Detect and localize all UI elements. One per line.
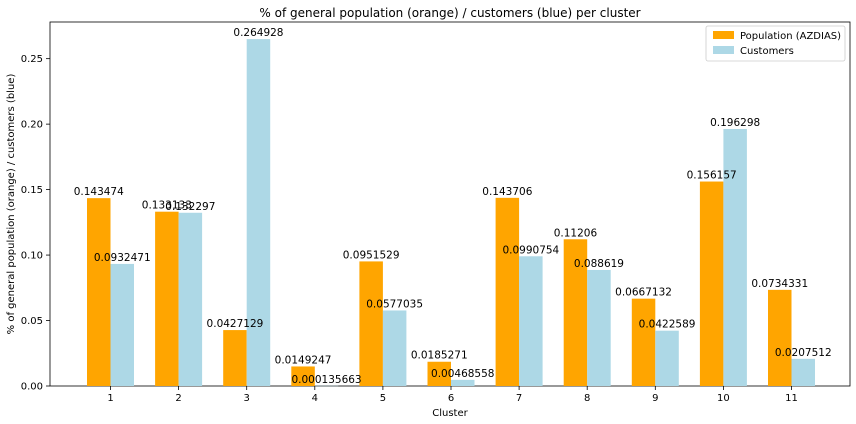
- data-label-customers: 0.196298: [710, 117, 760, 129]
- data-label-customers: 0.0577035: [366, 298, 423, 310]
- bar-customers: [110, 263, 134, 386]
- x-tick-label: 3: [244, 393, 250, 404]
- data-label-population: 0.0185271: [411, 350, 468, 362]
- bar-customers: [587, 269, 611, 386]
- data-label-population: 0.11206: [554, 227, 598, 239]
- data-label-customers: 0.0990754: [502, 244, 559, 256]
- bar-labels: 0.143474 0.133133 0.0427129 0.0149247 0.0951…: [74, 27, 832, 386]
- bars: [87, 39, 815, 387]
- legend-swatch-customers: [713, 46, 734, 54]
- y-tick-label: 0.00: [21, 382, 43, 393]
- x-tick-label: 8: [584, 393, 590, 404]
- bar-customers: [791, 358, 815, 386]
- legend: Population (AZDIAS) Customers: [705, 25, 846, 62]
- bar-population: [427, 361, 451, 386]
- legend-label-population: Population (AZDIAS): [740, 31, 841, 42]
- legend-label-customers: Customers: [740, 46, 794, 57]
- bar-customers: [178, 212, 203, 386]
- y-tick-label: 0.15: [21, 185, 43, 196]
- data-label-customers: 0.0207512: [775, 347, 832, 359]
- bar-customers: [655, 330, 679, 386]
- x-tick-label: 5: [380, 393, 386, 404]
- data-label-population: 0.0667132: [615, 287, 672, 299]
- x-axis: 1 2 3 4 5 6 7 8 9 10 11: [107, 386, 798, 404]
- x-tick-label: 11: [785, 393, 798, 404]
- x-tick-label: 4: [312, 393, 318, 404]
- data-label-customers: 0.088619: [574, 258, 624, 270]
- legend-box: [705, 25, 846, 62]
- data-label-customers: 0.00468558: [431, 368, 494, 380]
- x-tick-label: 10: [717, 393, 730, 404]
- data-label-customers: 0.0422589: [639, 319, 696, 331]
- bar-customers: [723, 128, 747, 386]
- bar-customers: [246, 39, 271, 387]
- x-tick-label: 6: [448, 393, 454, 404]
- bar-population: [291, 366, 315, 386]
- data-label-population: 0.156157: [687, 170, 737, 182]
- bar-population: [631, 298, 656, 386]
- data-label-population: 0.0149247: [275, 354, 332, 366]
- y-tick-label: 0.05: [21, 316, 43, 327]
- y-axis: 0.00 0.05 0.10 0.15 0.20 0.25: [21, 54, 50, 393]
- bar-population: [495, 197, 520, 386]
- data-label-population: 0.143474: [74, 186, 124, 198]
- data-label-customers: 0.132297: [165, 201, 215, 213]
- bar-population: [699, 181, 724, 386]
- y-tick-label: 0.25: [21, 54, 43, 65]
- bar-customers: [519, 256, 543, 386]
- data-label-population: 0.0734331: [751, 278, 808, 290]
- bar-customers: [451, 379, 475, 386]
- bar-population: [359, 261, 383, 386]
- bar-population: [155, 211, 179, 386]
- bar-population: [87, 198, 111, 386]
- x-tick-label: 9: [652, 393, 658, 404]
- y-tick-label: 0.20: [21, 120, 43, 131]
- data-label-population: 0.133133: [142, 200, 192, 212]
- y-axis-title: % of general population (orange) / custo…: [6, 74, 17, 335]
- data-label-customers: 0.0932471: [94, 252, 151, 264]
- chart-title: % of general population (orange) / custo…: [259, 6, 640, 20]
- x-tick-label: 7: [516, 393, 522, 404]
- bar-population: [768, 289, 792, 386]
- data-label-customers: 0.264928: [233, 27, 283, 39]
- x-tick-label: 2: [175, 393, 181, 404]
- bar-population: [223, 330, 247, 386]
- data-label-population: 0.143706: [482, 186, 532, 198]
- bar-population: [563, 239, 588, 386]
- data-label-customers: 0.000135663: [291, 374, 361, 386]
- x-tick-label: 1: [107, 393, 113, 404]
- bar-customers: [382, 310, 407, 386]
- x-axis-title: Cluster: [432, 408, 468, 419]
- legend-swatch-population: [713, 31, 734, 39]
- data-label-population: 0.0951529: [343, 249, 400, 261]
- y-tick-label: 0.10: [21, 251, 43, 262]
- data-label-population: 0.0427129: [207, 318, 264, 330]
